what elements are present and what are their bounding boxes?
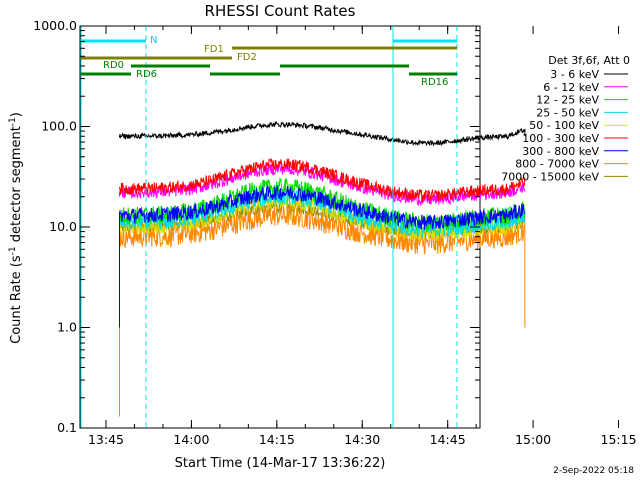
y-tick-label: 10.0 (49, 219, 77, 234)
axes-layer: 13:45 14:00 14:15 14:30 14:45 15:00 15:15 0.1 1.… (33, 18, 636, 447)
svg-text:Count Rate (s-1 detector segme: Count Rate (s-1 detector segment-1) (8, 112, 24, 344)
x-tick-label: 14:45 (430, 432, 466, 447)
y-axis-label-sup2: -1 (8, 117, 18, 126)
legend-label: 100 - 300 keV (522, 132, 599, 145)
x-tick-label: 14:15 (259, 432, 295, 447)
y-tick-label: 100.0 (41, 119, 77, 134)
y-tick-label: 0.1 (57, 420, 77, 435)
legend-label: 6 - 12 keV (543, 81, 599, 94)
x-axis-label: Start Time (14-Mar-17 13:36:22) (175, 456, 386, 471)
y-axis-label: Count Rate (s-1 detector segment-1) (8, 112, 24, 344)
legend-label: 25 - 50 keV (536, 106, 599, 119)
x-tick-label: 14:00 (173, 432, 209, 447)
series-line-300-800-keV (119, 185, 526, 328)
legend-header: Det 3f,6f, Att 0 (548, 54, 630, 67)
render-timestamp: 2-Sep-2022 05:18 (553, 466, 634, 476)
flag-label-fd1: FD1 (204, 44, 224, 55)
flag-label-rd0: RD0 (103, 60, 124, 71)
x-tick-label: 15:15 (601, 432, 637, 447)
flags-layer: N FD1 FD2 RD0 RD6 RD16 (80, 26, 458, 428)
legend-label: 7000 - 15000 keV (501, 170, 599, 183)
flag-label-rd16: RD16 (421, 77, 448, 88)
y-axis-label-mid: detector segment (9, 126, 24, 246)
legend-label: 3 - 6 keV (550, 68, 599, 81)
legend-label: 300 - 800 keV (522, 145, 599, 158)
legend-label: 12 - 25 keV (536, 94, 599, 107)
y-axis-label-main: Count Rate (s (9, 255, 24, 344)
y-axis-label-end: ) (9, 112, 24, 117)
x-tick-label: 13:45 (88, 432, 124, 447)
x-tick-label: 15:00 (515, 432, 551, 447)
flag-label-rd6: RD6 (136, 69, 157, 80)
x-tick-label: 14:30 (344, 432, 380, 447)
flag-label-n: N (150, 35, 157, 46)
flag-label-fd2: FD2 (237, 52, 257, 63)
y-tick-label: 1000.0 (33, 18, 77, 33)
series-line-3-6-keV (119, 120, 526, 147)
chart-title: RHESSI Count Rates (205, 2, 356, 20)
legend-label: 800 - 7000 keV (515, 158, 599, 171)
series-layer (119, 120, 526, 417)
y-axis-label-sup: -1 (8, 246, 18, 255)
legend-label: 50 - 100 keV (529, 119, 599, 132)
y-tick-label: 1.0 (57, 320, 77, 335)
series-line-800-7000-keV (119, 204, 526, 417)
